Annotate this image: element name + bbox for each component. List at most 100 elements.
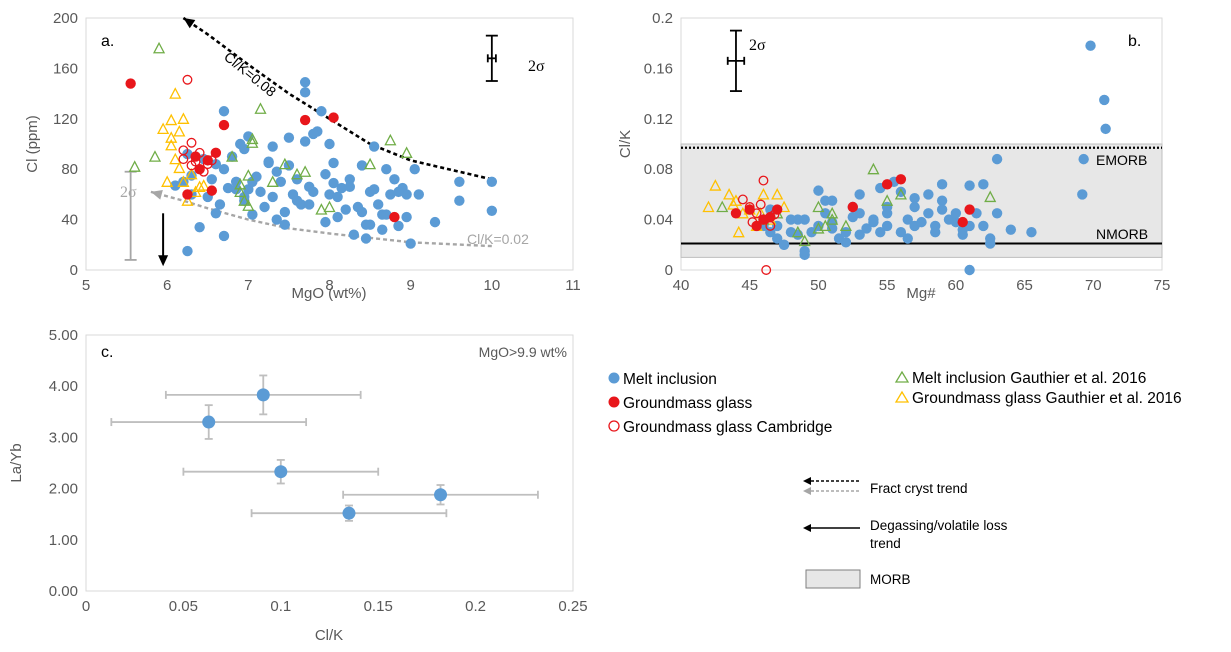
b-x-tick-label: 75 [1154,277,1171,294]
a-point-melt-inclusion [214,199,226,210]
b-point-melt-inclusion [1099,94,1110,106]
c-x-tick-label: 0.25 [558,598,587,615]
b-y-tick-label: 0.08 [644,161,673,178]
a-point-melt-inclusion [340,204,351,215]
b-point-gauthier-melt [984,190,997,203]
b-point-cambridge [758,175,769,186]
a-point-melt-inclusion [267,141,278,152]
a-point-melt-inclusion [194,221,205,233]
a-point-melt-inclusion [170,180,181,191]
a-point-melt-inclusion [328,157,339,169]
a-point-melt-inclusion [267,191,278,203]
legend-label-gauthier-glass: Groundmass glass Gauthier et al. 2016 [912,390,1182,407]
a-point-gauthier-melt [226,150,239,162]
a-point-gauthier-glass [165,113,178,126]
a-point-melt-inclusion [283,132,295,143]
panel-a-label: a. [101,33,114,50]
a-point-gauthier-melt [148,150,162,162]
b-point-gauthier-melt [812,200,825,213]
legend-item-gauthier-melt: Melt inclusion Gauthier et al. 2016 [894,370,1146,387]
b-point-melt-inclusion [936,204,948,215]
a-point-groundmass-glass [328,112,339,123]
a-x-tick-label: 7 [244,277,252,294]
b-point-cambridge [765,220,776,231]
a-point-melt-inclusion [279,206,291,218]
a-point-gauthier-melt [299,165,312,177]
a-point-melt-inclusion [230,176,242,187]
b-point-melt-inclusion [936,195,948,206]
b-point-cambridge [755,199,766,210]
panel-b-sigma-label: 2σ [749,37,766,54]
a-point-melt-inclusion [486,176,498,187]
a-x-tick-label: 6 [163,277,171,294]
a-point-gauthier-melt [152,41,166,54]
a-point-melt-inclusion [332,211,343,223]
a-point-cambridge [198,166,209,177]
a-x-tick-label: 11 [565,277,581,294]
a-point-melt-inclusion [348,229,360,240]
b-point-melt-inclusion [772,233,783,244]
b-point-melt-inclusion [930,227,941,238]
a-x-tick-label: 9 [406,277,414,294]
a-point-melt-inclusion [222,182,234,194]
b-point-cambridge [747,217,758,228]
legend-label-gauthier-melt: Melt inclusion Gauthier et al. 2016 [912,370,1146,387]
panel-a-error-bar-2sigma [485,34,498,82]
a-point-melt-inclusion [381,164,392,175]
a-point-gauthier-glass [197,179,210,191]
a-point-gauthier-glass [185,167,198,180]
b-point-melt-inclusion [881,220,893,232]
b-point-groundmass-glass [847,201,858,213]
a-point-melt-inclusion [320,216,331,228]
a-point-melt-inclusion [271,214,282,225]
panel-b-emorb-label: EMORB [1096,152,1147,168]
panel-c-x-ticks: 0 0.05 0.1 0.15 0.2 0.25 [82,598,588,615]
panel-a-trend-high-arrowhead [183,18,196,29]
a-y-tick-label: 160 [53,60,78,77]
a-point-gauthier-melt [234,177,247,190]
a-point-melt-inclusion [344,181,355,193]
c-y-tick-label: 2.00 [49,481,78,498]
b-point-melt-inclusion [1077,189,1088,200]
a-point-gauthier-melt [266,175,279,187]
b-point-melt-inclusion [923,189,934,200]
c-x-tick-label: 0.1 [270,598,291,615]
panel-a-x-ticks: 5 6 7 8 9 10 11 [82,277,581,294]
b-point-cambridge [761,265,772,275]
a-point-gauthier-glass [181,194,194,206]
a-point-melt-inclusion [210,158,222,170]
b-point-gauthier-glass [732,225,745,238]
b-point-gauthier-melt [798,234,811,247]
b-x-tick-label: 60 [948,277,965,294]
a-point-melt-inclusion [324,189,335,200]
a-point-cambridge [182,74,193,85]
a-point-groundmass-glass [299,114,311,126]
a-y-tick-label: 0 [70,262,78,279]
b-point-gauthier-melt [812,222,825,234]
a-point-melt-inclusion [324,138,335,150]
b-point-groundmass-glass [751,220,762,232]
a-point-melt-inclusion [299,77,311,88]
b-point-gauthier-melt [791,225,804,238]
panel-a-y-ticks: 0 40 80 120 160 200 [53,10,78,279]
a-point-gauthier-melt [246,132,259,145]
legend-label-fract-cryst: Fract cryst trend [870,481,968,496]
legend-item-groundmass-glass: Groundmass glass [608,395,752,412]
b-point-gauthier-melt [826,213,839,225]
a-point-melt-inclusion [368,184,380,195]
panel-a-trend-high-line [182,16,493,181]
b-point-melt-inclusion [868,216,879,228]
b-point-cambridge [769,209,780,220]
a-point-melt-inclusion [210,208,222,219]
panel-b-error-bar-2sigma [726,29,746,92]
b-point-gauthier-melt [716,200,729,213]
panel-a-clk-low-label: Cl/K=0.02 [467,231,529,247]
b-point-melt-inclusion [902,233,913,244]
legend-symbol-gauthier-glass [894,390,910,403]
a-point-groundmass-glass [210,147,222,159]
a-point-melt-inclusion [299,136,311,147]
a-point-melt-inclusion [405,238,416,249]
b-point-melt-inclusion [978,179,989,190]
b-x-tick-label: 50 [810,277,827,294]
b-point-melt-inclusion [978,220,989,232]
